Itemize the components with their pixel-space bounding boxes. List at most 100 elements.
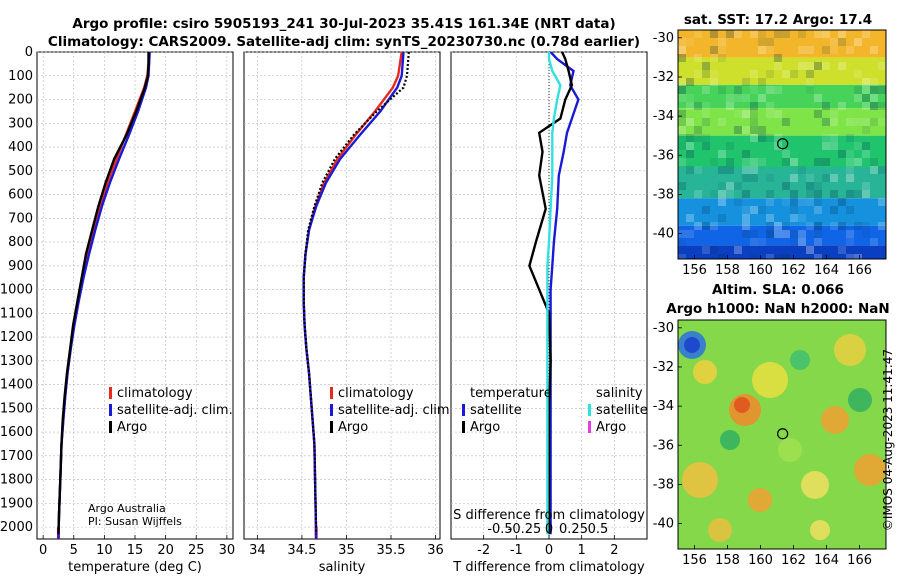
sst-cell <box>782 254 790 259</box>
sla-anomaly-blob <box>682 462 718 498</box>
sst-band <box>678 225 886 246</box>
sst-cell <box>718 54 726 62</box>
sst-cell <box>846 190 854 198</box>
sst-cell <box>726 30 734 38</box>
figure-title-line1: Argo profile: csiro 5905193_241 30-Jul-2… <box>72 16 615 32</box>
credit-line1: Argo Australia <box>88 502 166 515</box>
figure-title-line2: Climatology: CARS2009. Satellite-adj cli… <box>48 34 640 50</box>
sst-cell <box>710 158 718 166</box>
sst-cell <box>782 150 790 158</box>
sst-cell <box>742 222 750 230</box>
s-tick-label: -0.5 <box>487 522 512 537</box>
t-difference-tick-labels: -2 -1 0 1 2 <box>477 535 618 558</box>
sst-cell <box>854 254 862 259</box>
sst-cell <box>678 38 686 46</box>
sst-band <box>678 167 886 199</box>
sst-cell <box>766 110 774 118</box>
legend-label-satellite-adj: satellite-adj. clim. <box>117 403 233 418</box>
sst-cell <box>846 166 854 174</box>
sst-cell <box>830 206 838 214</box>
difference-legend: temperature satellite Argo salinity sate… <box>462 386 648 435</box>
sst-cell <box>750 30 758 38</box>
sst-cell <box>814 158 822 166</box>
sst-cell <box>854 86 862 94</box>
sst-cell <box>758 126 766 134</box>
sst-cell <box>806 174 814 182</box>
depth-tick-label: 1100 <box>0 306 33 321</box>
x-tick-label: 34 <box>249 543 266 558</box>
temperature-panel: 0100200300400500600700800900100011001200… <box>0 45 235 575</box>
sst-cell <box>726 166 734 174</box>
sst-cell <box>678 54 686 62</box>
legend-label-s-satellite: satellite <box>596 403 648 418</box>
argo-float-location-marker <box>777 428 789 440</box>
sst-cell <box>742 174 750 182</box>
sla-anomaly-blob <box>708 518 732 542</box>
sst-cell <box>742 158 750 166</box>
sst-cell <box>814 254 822 259</box>
sst-lat-tick-labels: -30 -32 -34 -36 -38 -40 <box>653 31 682 242</box>
legend-swatch-satellite-adj <box>330 404 333 416</box>
sst-cell <box>766 174 774 182</box>
sst-cell <box>822 158 830 166</box>
sst-cell <box>870 158 878 166</box>
sst-cell <box>734 198 742 206</box>
sst-cell <box>710 30 718 38</box>
depth-tick-labels: 0 100 200 300 400 500 600 700 800 900 1000 1100 1200… <box>0 45 33 535</box>
sst-cell <box>846 46 854 54</box>
lat-tick-label: -36 <box>653 438 674 453</box>
sst-cell <box>678 254 686 259</box>
sst-cell <box>678 238 686 246</box>
sst-cell <box>870 102 878 110</box>
sst-cell <box>750 110 758 118</box>
x-tick-label: -1 <box>510 543 523 558</box>
sst-cell <box>774 54 782 62</box>
sst-cell <box>710 46 718 54</box>
sst-cell <box>814 198 822 206</box>
sst-cell <box>806 190 814 198</box>
sst-cell <box>870 78 878 86</box>
sst-cell <box>822 62 830 70</box>
temperature-series <box>56 52 151 539</box>
sst-cell <box>686 134 694 142</box>
legend-swatch-s-satellite <box>588 404 591 416</box>
sst-cell <box>766 134 774 142</box>
sst-band <box>678 198 886 226</box>
x-tick-label: 5 <box>70 543 78 558</box>
sst-cell <box>830 118 838 126</box>
legend-swatch-t-satellite <box>462 404 465 416</box>
sst-cell <box>686 166 694 174</box>
sst-cell <box>758 30 766 38</box>
sst-cell <box>718 254 726 259</box>
depth-tick-label: 1200 <box>0 330 33 345</box>
lon-tick-label: 164 <box>814 553 839 568</box>
s-difference-xlabel: S difference from climatology <box>453 508 645 523</box>
sst-cell <box>862 102 870 110</box>
sst-cell <box>686 78 694 86</box>
lon-tick-label: 162 <box>781 263 806 278</box>
lon-tick-label: 166 <box>847 263 872 278</box>
lon-tick-label: 160 <box>748 553 773 568</box>
sst-cell <box>710 70 718 78</box>
sst-cell <box>678 182 686 190</box>
temperature-gridlines <box>37 51 233 539</box>
x-tick-label: 36 <box>427 543 444 558</box>
sst-cell <box>742 150 750 158</box>
sst-cell <box>766 230 774 238</box>
sst-heatmap <box>678 30 886 259</box>
sst-cell <box>822 254 830 259</box>
sst-cell <box>742 110 750 118</box>
sst-cell <box>822 118 830 126</box>
legend-swatch-satellite-adj <box>109 404 112 416</box>
sst-cell <box>878 222 886 230</box>
sst-cell <box>702 206 710 214</box>
sst-cell <box>862 230 870 238</box>
sst-cell <box>774 254 782 259</box>
sst-lon-tick-labels: 156 158 160 162 164 166 <box>682 255 872 278</box>
x-tick-label: 1 <box>578 543 586 558</box>
depth-tick-label: 400 <box>8 140 33 155</box>
sst-cell <box>750 174 758 182</box>
sst-cell <box>798 46 806 54</box>
sst-cell <box>782 182 790 190</box>
depth-tick-label: 1800 <box>0 473 33 488</box>
